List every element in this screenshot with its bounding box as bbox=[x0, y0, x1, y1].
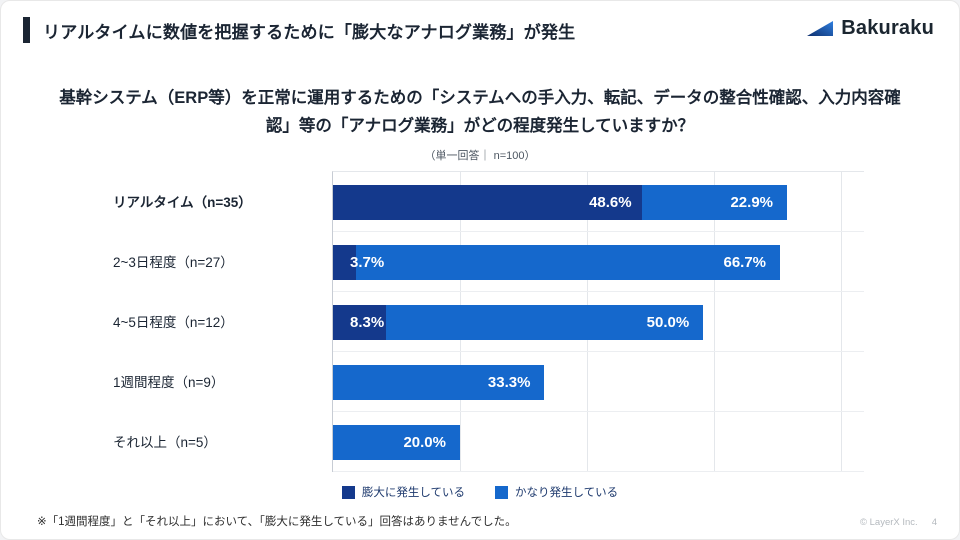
category-labels: リアルタイム（n=35） 2~3日程度（n=27） 4~5日程度（n=12） 1週間程… bbox=[113, 171, 332, 472]
category-label: それ以上（n=5） bbox=[113, 435, 217, 450]
category-label: 4~5日程度（n=12） bbox=[113, 315, 234, 330]
row-separator bbox=[333, 471, 864, 472]
bar-value-label: 3.7% bbox=[350, 253, 385, 271]
bar-value-label: 20.0% bbox=[403, 433, 446, 451]
bar-value-label: 66.7% bbox=[723, 253, 767, 271]
bar-segment bbox=[333, 244, 357, 280]
bar-value-label: 8.3% bbox=[350, 313, 385, 331]
legend-swatch bbox=[341, 485, 355, 499]
question-subtitle: （単一回答｜ n=100） bbox=[424, 150, 536, 162]
bakuraku-logo: Bakuraku bbox=[807, 17, 934, 40]
bar-row: 3.7% 66.7% bbox=[333, 244, 781, 280]
bar-segment bbox=[333, 424, 460, 460]
bar-row: 33.3% bbox=[333, 364, 545, 400]
bar-segment bbox=[333, 184, 642, 220]
bar-row: 48.6% 22.9% bbox=[333, 184, 788, 220]
legend-item: 膨大に発生している bbox=[341, 484, 465, 500]
row-separator bbox=[333, 411, 864, 412]
stacked-bar-chart: リアルタイム（n=35） 2~3日程度（n=27） 4~5日程度（n=12） 1週間程… bbox=[113, 171, 864, 472]
footer: © LayerX Inc. 4 bbox=[860, 517, 937, 528]
row-separator bbox=[333, 231, 864, 232]
copyright-text: © LayerX Inc. bbox=[860, 517, 918, 528]
bar-row: 8.3% 50.0% bbox=[333, 304, 704, 340]
gridline bbox=[841, 172, 842, 472]
gridline bbox=[714, 172, 715, 472]
bar-segment bbox=[385, 304, 704, 340]
bar-segment bbox=[356, 244, 781, 280]
legend-label: 膨大に発生している bbox=[361, 487, 465, 499]
category-label: リアルタイム（n=35） bbox=[113, 195, 252, 210]
category-label: 1週間程度（n=9） bbox=[113, 375, 225, 390]
row-separator bbox=[333, 291, 864, 292]
question-title: 基幹システム（ERP等）を正常に運用するための「システムへの手入力、転記、データ… bbox=[59, 89, 901, 136]
bar-value-label: 22.9% bbox=[730, 193, 774, 211]
bar-row: 20.0% bbox=[333, 424, 460, 460]
slide-header: リアルタイムに数値を把握するために「膨大なアナログ業務」が発生 bbox=[23, 17, 575, 43]
legend-swatch bbox=[495, 485, 508, 499]
row-separator bbox=[333, 351, 864, 352]
bakuraku-logo-icon bbox=[807, 20, 834, 36]
header-accent-bar bbox=[23, 17, 30, 43]
page-title: リアルタイムに数値を把握するために「膨大なアナログ業務」が発生 bbox=[43, 22, 576, 42]
bar-segment bbox=[641, 184, 788, 220]
bar-value-label: 48.6% bbox=[589, 193, 632, 211]
bar-value-label: 33.3% bbox=[487, 373, 531, 391]
chart-legend: 膨大に発生している かなり発生している bbox=[1, 484, 959, 500]
logo-text: Bakuraku bbox=[841, 17, 934, 39]
legend-item: かなり発生している bbox=[495, 484, 618, 500]
plot-area: 48.6% 22.9% 3.7% 66.7% 8.3% 50.0% 33.3% 20.0% bbox=[332, 171, 864, 472]
bar-value-label: 50.0% bbox=[646, 313, 690, 331]
footnote: ※「1週間程度」と「それ以上」において、「膨大に発生している」回答はありませんで… bbox=[37, 516, 517, 528]
bar-segment bbox=[333, 364, 545, 400]
legend-label: かなり発生している bbox=[515, 487, 619, 499]
page-number: 4 bbox=[931, 517, 937, 528]
category-label: 2~3日程度（n=27） bbox=[113, 255, 234, 270]
bar-segment bbox=[333, 304, 386, 340]
